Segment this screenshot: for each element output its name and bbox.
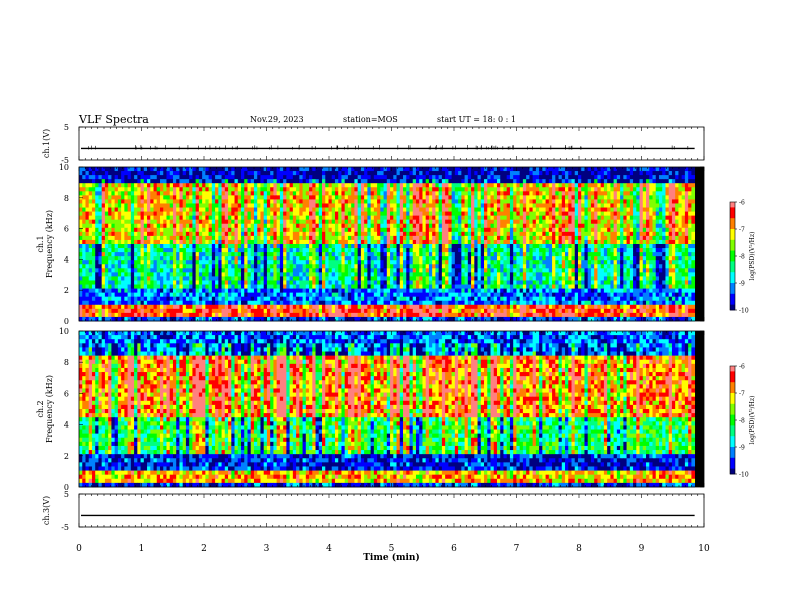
ch1-waveform-ticks xyxy=(78,127,705,160)
x-tick-label: 0 xyxy=(76,544,82,554)
y-tick-label: 2 xyxy=(64,452,69,461)
x-tick-label: 3 xyxy=(264,544,270,554)
ch2-spectrogram-cells xyxy=(79,331,696,488)
colorbar-tick-label: -6 xyxy=(739,200,745,207)
x-tick-label: 4 xyxy=(326,544,332,554)
ch1-spectrogram-ticks xyxy=(78,167,705,321)
ch3-waveform-frame xyxy=(78,493,705,528)
x-tick-label: 7 xyxy=(514,544,520,554)
colorbar-tick-label: -8 xyxy=(739,418,745,425)
ch1-spectrogram-ylabel: ch.1 xyxy=(36,235,45,252)
x-tick-label: 10 xyxy=(698,544,710,554)
y-tick-label: 6 xyxy=(64,225,69,234)
ch3-waveform-panel: 5 -5 ch.3(V) Time (min) xyxy=(42,490,705,563)
colorbar-tick-label: -9 xyxy=(739,445,745,452)
ch1-waveform-frame xyxy=(78,126,705,161)
y-tick-label: 10 xyxy=(59,327,69,336)
x-tick-label: 5 xyxy=(389,544,395,554)
y-tick-label: 5 xyxy=(64,123,69,132)
y-tick-label: 0 xyxy=(64,483,69,492)
y-tick-label: 4 xyxy=(64,421,69,430)
colorbar-label: log(PSD)(V²/Hz) xyxy=(749,396,756,445)
ch1-spectrogram-panel: 0 2 4 6 8 10 ch.1 Frequency (kHz) xyxy=(36,163,705,326)
ch3-waveform-ylabel: ch.3(V) xyxy=(42,496,51,525)
y-tick-label: 6 xyxy=(64,389,69,398)
y-tick-label: 0 xyxy=(64,317,69,326)
ch2-spectrogram-panel: 0 2 4 6 8 10 ch.2 Frequency (kHz) xyxy=(36,327,705,492)
ch2-spectrogram-ylabel: ch.2 xyxy=(36,400,45,417)
colorbar-tick-label: -7 xyxy=(739,391,745,398)
y-tick-label: 2 xyxy=(64,286,69,295)
ch2-spectrogram-ticks xyxy=(78,331,705,487)
colorbar-tick-label: -10 xyxy=(739,308,749,315)
colorbar-tick-label: -9 xyxy=(739,281,745,288)
x-tick-label: 9 xyxy=(639,544,645,554)
y-tick-label: 10 xyxy=(59,163,69,172)
date-label: Nov.29, 2023 xyxy=(250,115,304,124)
x-tick-label: 6 xyxy=(451,544,457,554)
y-tick-label: -5 xyxy=(61,156,69,165)
colorbar-tick-label: -8 xyxy=(739,254,745,261)
ch2-spectrogram-ylabel: Frequency (kHz) xyxy=(45,375,54,443)
ch1-spectrogram-colorbar: -6 -7 -8 -9 -10 log(PSD)(V²/Hz) xyxy=(729,200,756,315)
colorbar-label: log(PSD)(V²/Hz) xyxy=(749,232,756,281)
ch1-waveform-panel: 5 -5 ch.1(V) xyxy=(42,123,705,165)
x-tick-label: 2 xyxy=(201,544,207,554)
y-tick-label: 4 xyxy=(64,255,69,264)
y-tick-label: 5 xyxy=(64,490,69,499)
x-axis-label: Time (min) xyxy=(363,552,420,563)
x-tick-label: 8 xyxy=(576,544,582,554)
colorbar-tick-label: -10 xyxy=(739,472,749,479)
ch1-spectrogram-cells xyxy=(79,167,696,322)
y-tick-label: 8 xyxy=(64,194,69,203)
ch1-spectrogram-ylabel: Frequency (kHz) xyxy=(45,210,54,278)
x-tick-label: 1 xyxy=(139,544,145,554)
station-label: station=MOS xyxy=(343,115,398,124)
chart-title: VLF Spectra xyxy=(79,113,149,126)
ch1-waveform-ylabel: ch.1(V) xyxy=(42,129,51,158)
y-tick-label: 8 xyxy=(64,358,69,367)
y-tick-label: -5 xyxy=(61,523,69,532)
colorbar-tick-label: -7 xyxy=(739,227,745,234)
start-time-label: start UT = 18: 0 : 1 xyxy=(437,115,516,124)
ch2-spectrogram-colorbar: -6 -7 -8 -9 -10 log(PSD)(V²/Hz) xyxy=(729,364,756,479)
colorbar-tick-label: -6 xyxy=(739,364,745,371)
ch3-waveform-ticks: 0 1 2 3 4 5 6 7 8 9 10 xyxy=(76,494,710,554)
